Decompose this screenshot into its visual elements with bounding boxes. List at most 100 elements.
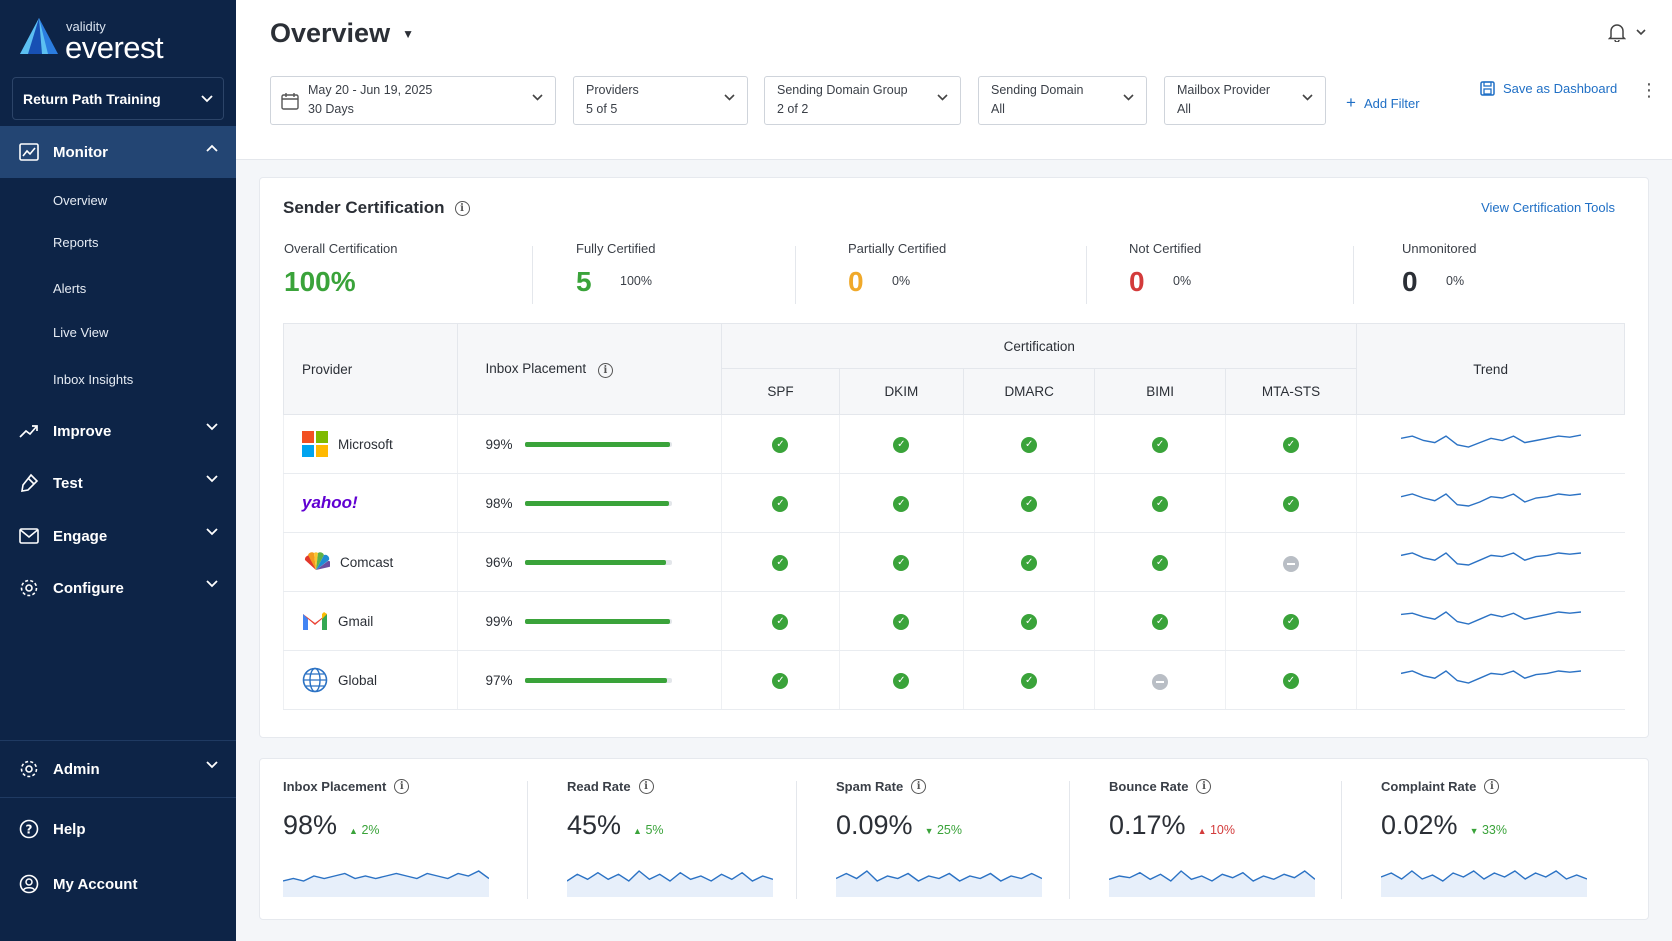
nav-test[interactable]: Test [0,457,236,509]
check-circle-icon: ✓ [1152,495,1169,512]
provider-cell: Microsoft [302,431,457,457]
check-circle-icon: ✓ [1152,436,1169,453]
inbox-placement-cell: 97% [458,673,722,688]
trend-sparkline [1400,669,1581,684]
inbox-progress-fill [524,441,671,447]
col-provider: Provider [283,323,458,415]
col-trend: Trend [1356,323,1625,415]
inbox-placement-cell: 99% [458,437,722,452]
nav-engage[interactable]: Engage [0,510,236,562]
metric-read-rate: Read Rate i 45% ▲ 5% [567,779,807,897]
sidebar-item-alerts[interactable]: Alerts [53,281,87,296]
sending-domain-filter[interactable]: Sending Domain All [978,76,1147,125]
metric-sparkline [283,870,489,897]
info-icon[interactable]: i [911,779,927,794]
stat-label: Partially Certified [848,241,947,256]
providers-filter[interactable]: Providers 5 of 5 [573,76,748,125]
check-circle-icon: ✓ [1282,495,1299,512]
info-icon[interactable]: i [454,200,470,216]
stat-value: 0 [1129,266,1145,297]
inbox-progress-bar [524,559,672,565]
trend-sparkline [1400,433,1581,448]
check-circle-icon: ✓ [1152,613,1169,630]
calendar-icon [281,93,299,110]
trend-up-icon [18,420,40,442]
metric-label: Inbox Placement [283,779,387,794]
mailbox-provider-label: Mailbox Provider [1177,83,1271,97]
metric-divider [1069,781,1070,899]
sidebar-item-reports[interactable]: Reports [53,235,99,250]
nav-help[interactable]: ? Help [0,803,236,855]
table-row: Microsoft 99% ✓ ✓ ✓ ✓ ✓ [283,414,1625,474]
nav-improve[interactable]: Improve [0,405,236,457]
info-icon[interactable]: i [597,362,613,378]
nav-configure[interactable]: Configure [0,562,236,614]
fully-certified-stat: Fully Certified 5 100% [576,241,655,298]
check-circle-icon: ✓ [893,672,910,689]
sending-domain-group-filter[interactable]: Sending Domain Group 2 of 2 [764,76,961,125]
info-icon[interactable]: i [638,779,654,794]
gmail-logo-icon [303,612,327,630]
chevron-down-icon [937,94,948,101]
sending-domain-group-value: 2 of 2 [777,102,809,116]
stat-percent: 0% [892,274,911,288]
metric-label: Read Rate [567,779,631,794]
nav-admin[interactable]: Admin [0,743,236,795]
add-filter-label: Add Filter [1363,95,1420,111]
nav-my-account[interactable]: My Account [0,858,236,910]
gear-icon [18,577,40,599]
not-certified-stat: Not Certified 0 0% [1129,241,1201,298]
sidebar-item-overview[interactable]: Overview [53,193,108,208]
sidebar-item-inbox-insights[interactable]: Inbox Insights [53,372,134,387]
page-title-dropdown[interactable]: Overview ▼ [270,18,414,49]
stat-divider [1353,246,1354,304]
save-dashboard-button[interactable]: Save as Dashboard [1480,81,1617,96]
add-filter-button[interactable]: + Add Filter [1346,93,1420,113]
view-certification-tools-link[interactable]: View Certification Tools [1481,200,1615,215]
chevron-down-icon [206,761,218,769]
sidebar-item-live-view[interactable]: Live View [53,325,109,340]
check-circle-icon: ✓ [1021,613,1038,630]
brand-small: validity [66,19,106,34]
check-circle-icon: ✓ [893,554,910,571]
sending-domain-value: All [991,102,1005,116]
providers-filter-value: 5 of 5 [586,102,618,116]
nav-monitor[interactable]: Monitor [0,126,236,178]
metric-delta: ▲ 2% [349,823,379,837]
check-circle-icon: ✓ [1152,554,1169,571]
metric-value: 0.02% [1381,810,1458,840]
check-circle-icon: ✓ [1021,495,1038,512]
org-select[interactable]: Return Path Training [12,77,224,120]
mailbox-provider-filter[interactable]: Mailbox Provider All [1164,76,1326,125]
save-dashboard-label: Save as Dashboard [1503,81,1618,96]
notifications-button[interactable] [1608,22,1646,42]
sender-certification-card: Sender Certification i View Certificatio… [259,177,1649,738]
stat-label: Not Certified [1129,241,1202,256]
check-circle-icon: ✓ [1021,672,1038,689]
metric-divider [527,781,528,899]
info-icon[interactable]: i [1484,779,1500,794]
provider-cell: yahoo! [302,493,457,513]
chevron-down-icon [1302,94,1313,101]
stat-divider [795,246,796,304]
provider-cell: Gmail [302,611,457,631]
check-circle-icon: ✓ [893,613,910,630]
info-icon[interactable]: i [1196,779,1212,794]
logo: validity everest [18,16,164,65]
provider-name: Global [338,672,378,688]
inbox-percent: 96% [485,554,513,570]
inbox-progress-bar [524,677,672,683]
date-range-filter[interactable]: May 20 - Jun 19, 2025 30 Days [270,76,556,125]
yahoo-logo: yahoo! [302,493,358,512]
sending-domain-group-label: Sending Domain Group [777,83,908,97]
metric-divider [1341,781,1342,899]
more-options-icon[interactable]: ⋮ [1640,80,1658,100]
arrow-up-icon: ▲ [633,826,642,836]
sidebar-divider [0,797,236,798]
bell-icon [1608,24,1626,42]
nav-configure-label: Configure [53,579,124,597]
info-icon[interactable]: i [394,779,410,794]
sidebar-divider [0,740,236,741]
check-circle-icon: ✓ [1282,672,1299,689]
save-icon [1480,81,1495,96]
